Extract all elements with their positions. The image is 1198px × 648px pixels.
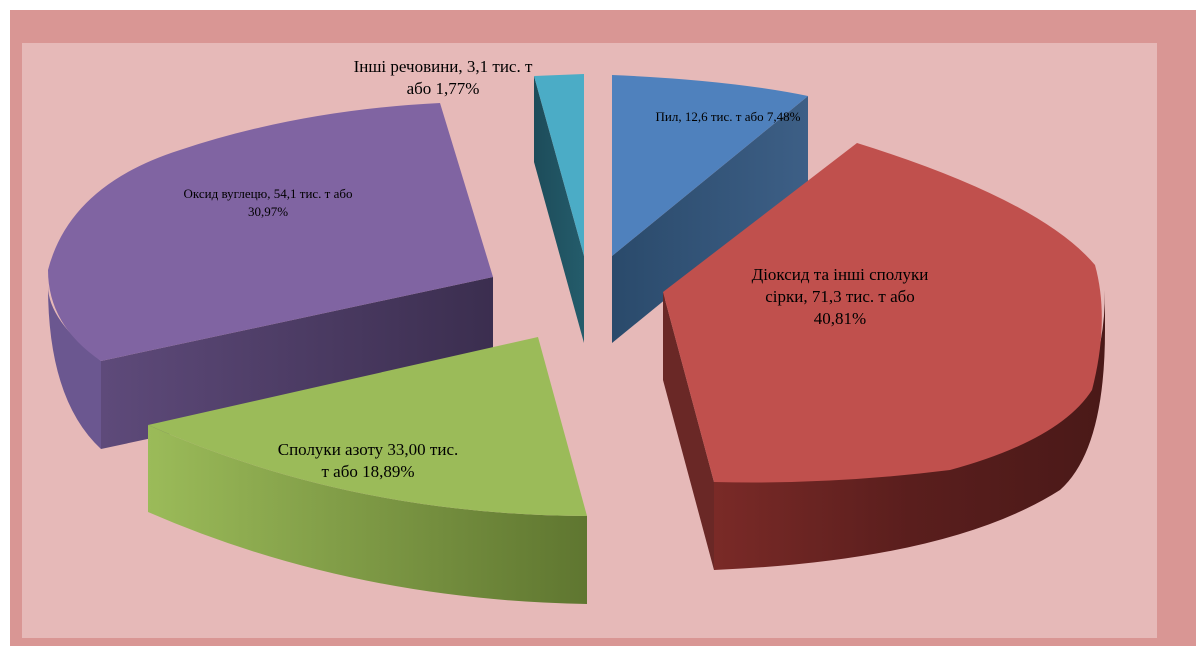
data-label-пил: Пил, 12,6 тис. т або 7,48% — [656, 109, 801, 124]
data-label-line: Інші речовини, 3,1 тис. т — [354, 57, 533, 76]
data-label-line: Пил, 12,6 тис. т або 7,48% — [656, 109, 801, 124]
slice-top-пил — [612, 75, 808, 256]
slice-side-пил-0 — [612, 96, 808, 343]
slice-side-діоксид-та-інші-сполуки-сірки-0 — [663, 292, 714, 570]
data-label-line: Діоксид та інші сполуки — [752, 265, 929, 284]
slice-top-оксид-вуглецю — [48, 103, 493, 361]
data-label-діоксид-та-інші-сполуки-сірки: Діоксид та інші сполуки сірки, 71,3 тис. … — [752, 265, 929, 328]
slice-діоксид-та-інші-сполуки-сірки — [663, 143, 1105, 570]
slice-пил — [612, 75, 808, 343]
slice-оксид-вуглецю — [48, 103, 493, 449]
slice-side-оксид-вуглецю-0 — [48, 286, 101, 449]
data-label-інші-речовини: Інші речовини, 3,1 тис. т або 1,77% — [354, 57, 533, 98]
slice-top-інші-речовини — [534, 74, 584, 256]
slice-top-сполуки-азоту — [148, 337, 587, 516]
slice-інші-речовини — [534, 74, 584, 343]
data-label-line: Сполуки азоту 33,00 тис. — [278, 440, 459, 459]
slice-side-інші-речовини-0 — [534, 76, 584, 343]
slice-сполуки-азоту — [148, 337, 587, 604]
data-label-line: сірки, 71,3 тис. т або — [765, 287, 915, 306]
slice-side-сполуки-азоту-0 — [148, 425, 587, 604]
slice-side-оксид-вуглецю-1 — [101, 277, 493, 449]
data-label-line: або 1,77% — [407, 79, 480, 98]
slice-side-діоксид-та-інші-сполуки-сірки-1 — [714, 290, 1105, 570]
data-label-line: 40,81% — [814, 309, 866, 328]
data-label-line: т або 18,89% — [321, 462, 414, 481]
data-label-сполуки-азоту: Сполуки азоту 33,00 тис. т або 18,89% — [278, 440, 459, 481]
data-label-оксид-вуглецю: Оксид вуглецю, 54,1 тис. т або 30,97% — [184, 186, 353, 219]
data-label-line: 30,97% — [248, 204, 288, 219]
data-label-line: Оксид вуглецю, 54,1 тис. т або — [184, 186, 353, 201]
slice-top-діоксид-та-інші-сполуки-сірки — [663, 143, 1102, 483]
